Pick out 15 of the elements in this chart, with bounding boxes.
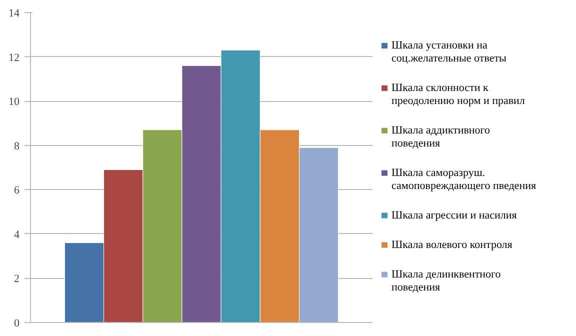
legend-label: Шкала саморазруш. самоповреждающего пведения bbox=[392, 167, 536, 192]
y-tick-label: 6 bbox=[14, 184, 20, 197]
y-tick-label: 12 bbox=[8, 52, 20, 64]
y-tick-label: 2 bbox=[14, 273, 20, 286]
y-tick-label: 0 bbox=[14, 318, 20, 330]
y-tick-label: 4 bbox=[14, 228, 20, 241]
legend-label: Шкала волевого контроля bbox=[392, 239, 512, 251]
legend-label: Шкала делинквентного поведения bbox=[392, 268, 502, 294]
y-tick-label: 14 bbox=[8, 8, 20, 20]
y-tick-label: 8 bbox=[14, 140, 20, 152]
y-tick-label: 10 bbox=[8, 96, 20, 108]
legend-label: Шкала аддиктивного поведения bbox=[392, 124, 491, 150]
legend-label: Шкала склонности к преодолению норм и правил bbox=[392, 82, 526, 108]
legend-label: Шкала установки на соц.желательные ответы bbox=[392, 40, 508, 65]
legend-label: Шкала агрессии и насилия bbox=[392, 209, 517, 222]
